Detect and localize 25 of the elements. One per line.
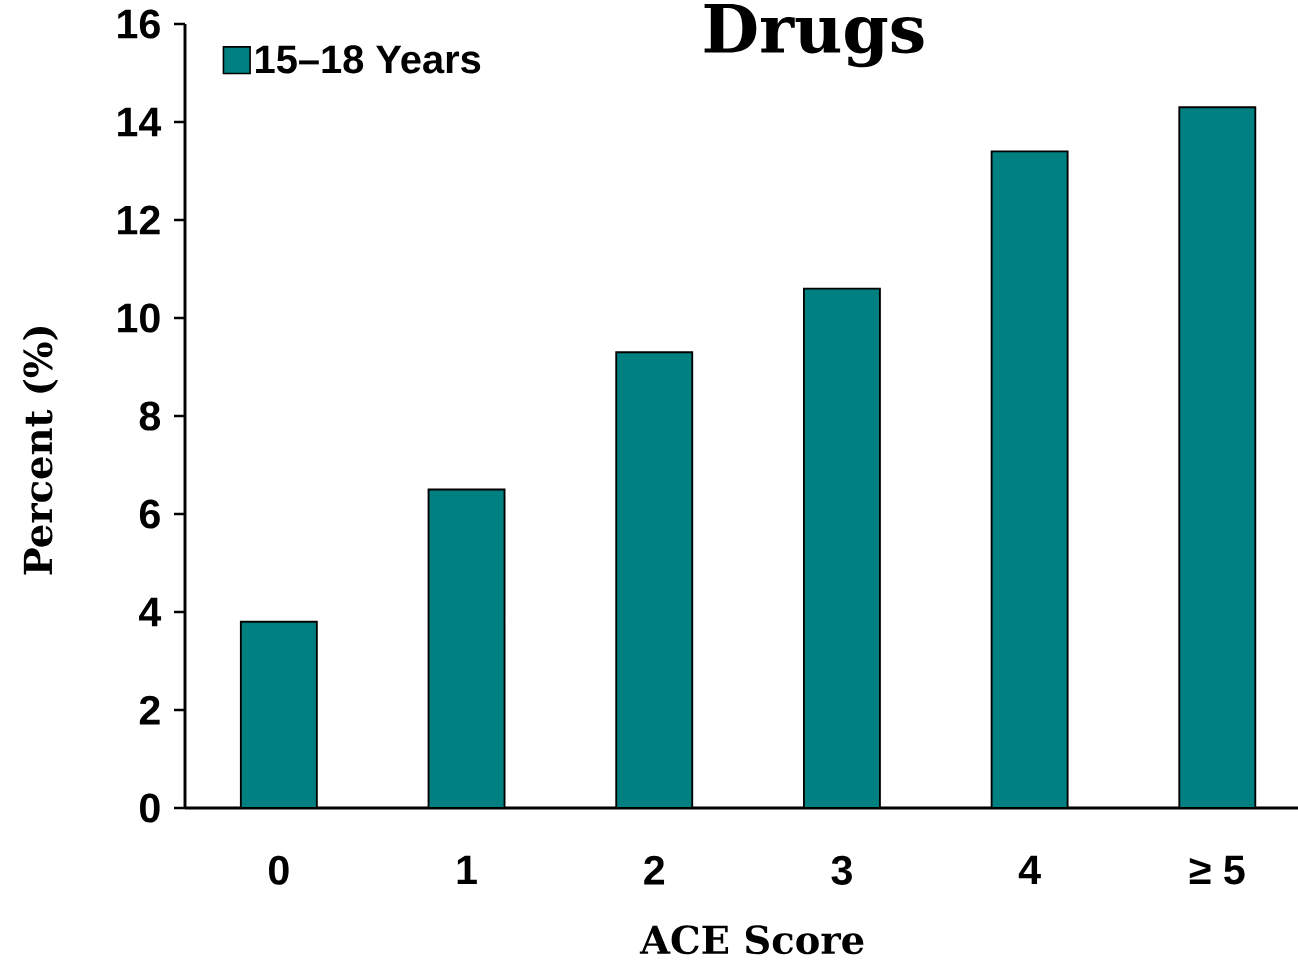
x-axis-title: ACE Score	[639, 925, 864, 955]
x-tick-label: 4	[1018, 855, 1041, 885]
y-tick-label: 6	[139, 499, 160, 529]
y-tick-label: 2	[139, 695, 160, 725]
y-tick-label: 14	[118, 107, 162, 137]
chart-title: Drugs	[704, 4, 924, 68]
y-tick-label: 12	[118, 205, 160, 235]
x-tick-label: 3	[831, 855, 852, 885]
y-tick-label: 8	[139, 401, 161, 431]
y-axis-title: Percent (%)	[22, 326, 58, 575]
y-tick-label: 0	[140, 793, 160, 823]
x-tick-label: 0	[269, 855, 289, 885]
bar	[802, 287, 881, 808]
bar	[239, 620, 318, 808]
x-tick-label: 1	[457, 855, 477, 885]
bar	[615, 351, 694, 808]
y-tick-label: 10	[118, 303, 160, 333]
x-tick-label: 2	[644, 855, 665, 885]
bar	[427, 488, 506, 808]
bar	[1178, 106, 1257, 808]
x-tick-label: ≥ 5	[1189, 855, 1245, 885]
legend-label: 15–18 Years	[256, 45, 481, 74]
y-tick-label: 16	[118, 9, 160, 39]
bar	[990, 150, 1069, 808]
y-tick-label: 4	[139, 597, 162, 627]
